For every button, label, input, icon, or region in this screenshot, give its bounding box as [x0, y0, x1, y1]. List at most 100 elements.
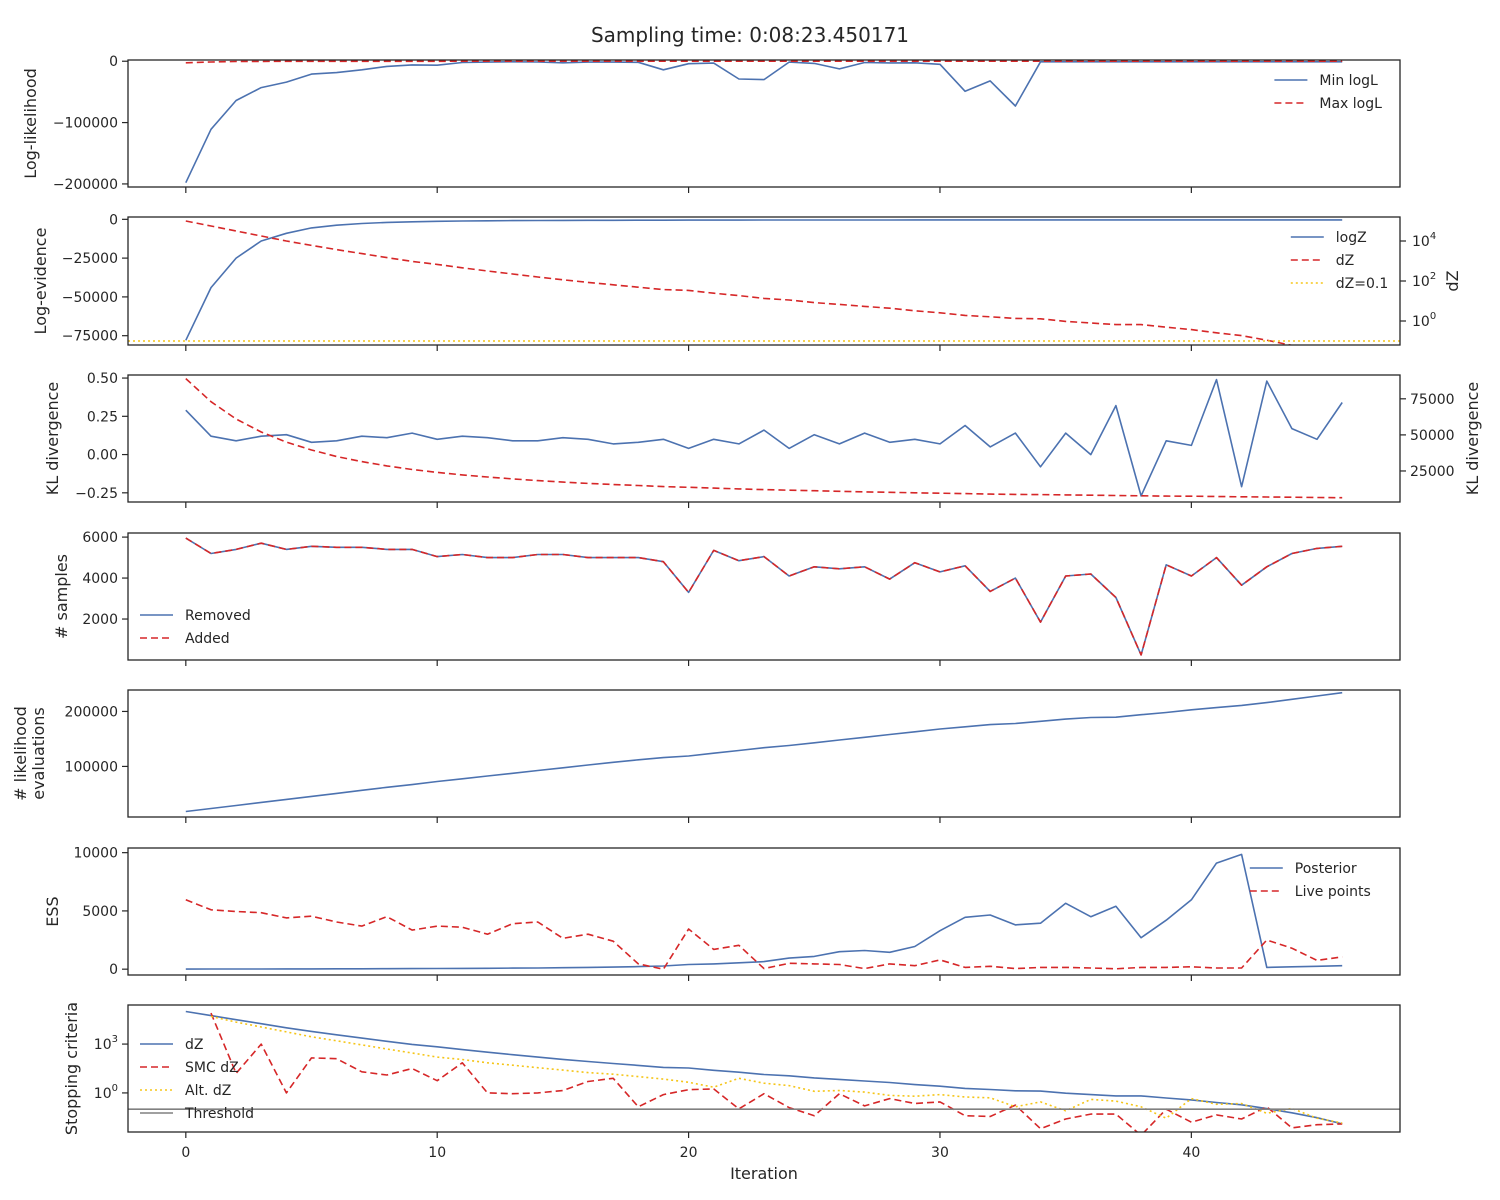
subplot-2: 0 −25000 −50000 −75000 104 102 100 dZ Log-eviden…	[31, 212, 1462, 351]
y-ticks-left: 0 −25000 −50000 −75000	[62, 212, 128, 345]
series-group	[185, 853, 1343, 970]
legend-label: dZ=0.1	[1336, 276, 1388, 292]
legend-label: Removed	[185, 608, 251, 624]
x-tick-label: 0	[181, 1145, 190, 1161]
axes-frame	[127, 1004, 1401, 1133]
y-tick-label: 100	[94, 1083, 118, 1102]
y-tick-label: −0.25	[75, 486, 118, 502]
series-line-live-points	[185, 899, 1343, 970]
series-line-smc-dz	[210, 1012, 1343, 1132]
y-axis-label: Stopping criteria	[62, 1002, 81, 1135]
legend-label: dZ	[1336, 253, 1354, 269]
axes-frame	[127, 689, 1401, 818]
y-axis-label-right: dZ	[1443, 270, 1462, 291]
y-axis-label: # likelihoodevaluations	[11, 706, 48, 801]
y-ticks-left: 103 100	[94, 1034, 128, 1102]
series-line-posterior	[185, 853, 1343, 970]
x-tick-label: 30	[931, 1145, 949, 1161]
y-tick-label: −75000	[62, 329, 118, 345]
legend-label: Min logL	[1319, 73, 1378, 89]
y-axis-label: KL divergence	[43, 382, 62, 495]
y-ticks-right: 104 102 100	[1400, 231, 1436, 330]
series-line-min-logl	[185, 61, 1343, 184]
y-tick-label: 6000	[82, 530, 118, 546]
subplot-1: 0 −100000 −200000 Log-likelihood Min logL Max…	[21, 54, 1401, 193]
y-axis-label-right: KL divergence	[1463, 382, 1482, 495]
legend: Posterior Live points	[1249, 861, 1371, 900]
y-tick-label: 0.50	[87, 371, 118, 387]
y-ticks-right: 75000 50000 25000	[1400, 392, 1455, 480]
subplot-5: 200000 100000 # likelihoodevaluations	[11, 689, 1401, 823]
series-group	[128, 219, 1400, 345]
series-line-added	[185, 537, 1343, 656]
axes-frame	[127, 216, 1401, 346]
y-axis-label: ESS	[43, 896, 62, 926]
y-tick-label: 5000	[82, 904, 118, 920]
y-tick-label: 0	[109, 54, 118, 70]
legend-label: Alt. dZ	[185, 1083, 231, 1099]
y-axis-label: Log-evidence	[31, 228, 50, 335]
x-axis-label: Iteration	[730, 1164, 798, 1183]
y-tick-label: 200000	[65, 704, 118, 720]
series-line-dz	[185, 220, 1294, 345]
y-tick-label: 0.25	[87, 409, 118, 425]
y-tick-label: 0	[109, 962, 118, 978]
y-ticks-left: 0.50 0.25 0.00 −0.25	[75, 371, 128, 502]
y-tick-label-right: 104	[1412, 231, 1436, 250]
series-line-alt-dz	[210, 1015, 1343, 1124]
legend: logZ dZ dZ=0.1	[1290, 230, 1388, 292]
legend-label: SMC dZ	[185, 1060, 239, 1076]
y-tick-label-right: 25000	[1410, 464, 1455, 480]
legend-label: dZ	[185, 1037, 203, 1053]
x-tick-label: 10	[428, 1145, 446, 1161]
axes-frame	[127, 532, 1401, 661]
y-tick-label: −25000	[62, 251, 118, 267]
subplot-stack: 0 −100000 −200000 Log-likelihood Min logL Max…	[11, 54, 1482, 1138]
y-ticks-left: 6000 4000 2000	[82, 530, 128, 628]
series-group	[185, 378, 1343, 499]
y-axis-label: # samples	[52, 554, 71, 639]
y-tick-label: 100000	[65, 759, 118, 775]
series-group	[128, 1010, 1400, 1132]
y-tick-label-right: 102	[1412, 271, 1436, 290]
axes-frame	[127, 847, 1401, 976]
subplot-6: 10000 5000 0 ESS Posterior Live points	[43, 846, 1401, 981]
series-group	[185, 537, 1343, 656]
y-ticks-left: 10000 5000 0	[73, 846, 128, 978]
legend-label: logZ	[1336, 230, 1367, 246]
legend-label: Threshold	[184, 1106, 254, 1122]
series-group	[185, 60, 1343, 184]
series-line-removed	[185, 537, 1343, 656]
series-line-max-logl	[185, 60, 1343, 64]
legend-label: Max logL	[1319, 96, 1382, 112]
x-tick-label: 20	[680, 1145, 698, 1161]
series-line-dz	[185, 1010, 1343, 1125]
subplot-7: 103 100 Stopping criteria dZ SMC dZ Alt. dZ Th…	[62, 1002, 1401, 1138]
legend: Removed Added	[140, 608, 251, 647]
y-tick-label: −50000	[62, 290, 118, 306]
y-tick-label: −100000	[53, 116, 118, 132]
legend-label: Posterior	[1295, 861, 1357, 877]
y-tick-label: 103	[94, 1034, 118, 1053]
y-tick-label: 0.00	[87, 448, 118, 464]
y-tick-label: 0	[109, 212, 118, 228]
series-line-3-2	[185, 378, 1343, 499]
legend-label: Added	[185, 631, 230, 647]
legend-label: Live points	[1295, 884, 1371, 900]
subplot-4: 6000 4000 2000 # samples Removed Added	[52, 530, 1401, 666]
series-line-logz	[185, 219, 1343, 341]
y-tick-label-right: 75000	[1410, 392, 1455, 408]
y-ticks-left: 200000 100000	[65, 704, 128, 775]
y-axis-label: Log-likelihood	[21, 68, 40, 179]
y-ticks-left: 0 −100000 −200000	[53, 54, 128, 193]
x-tick-label: 40	[1182, 1145, 1200, 1161]
series-line-5-1	[185, 691, 1343, 813]
y-tick-label: 4000	[82, 571, 118, 587]
series-line-3-1	[185, 378, 1343, 497]
series-group	[185, 691, 1343, 813]
y-tick-label: 10000	[73, 846, 118, 862]
axes-frame	[127, 374, 1401, 503]
y-tick-label: 2000	[82, 612, 118, 628]
axes-frame	[127, 59, 1401, 188]
